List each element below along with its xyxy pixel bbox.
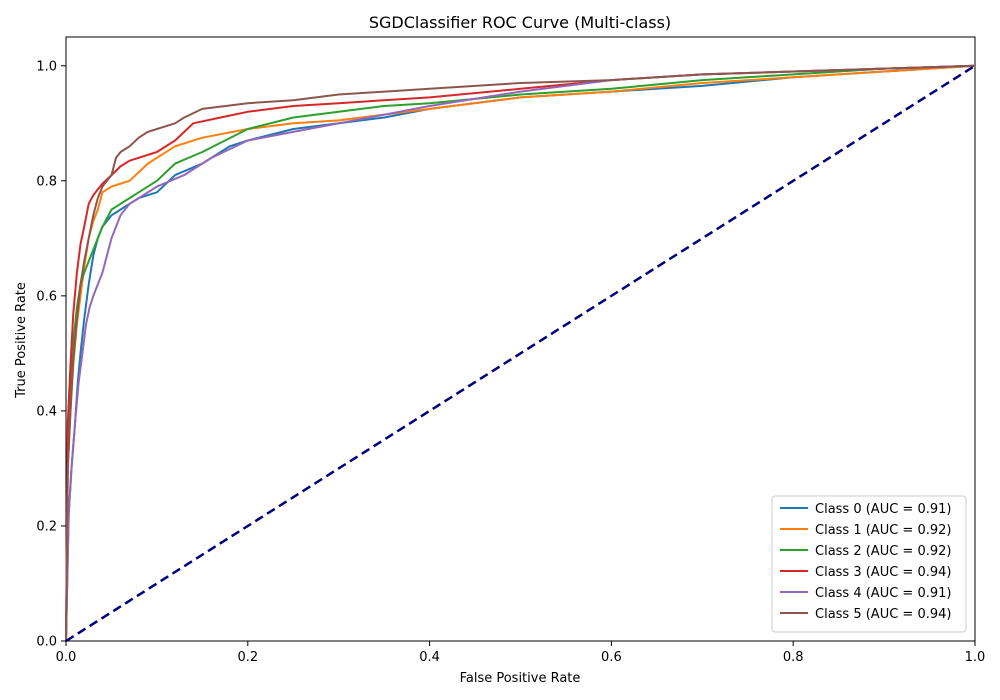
legend-entry: Class 0 (AUC = 0.91) bbox=[815, 502, 951, 517]
legend-entry: Class 1 (AUC = 0.92) bbox=[815, 523, 951, 538]
x-axis-ticks: 0.0 0.2 0.4 0.6 0.8 1.0 bbox=[56, 641, 986, 665]
legend-entry: Class 5 (AUC = 0.94) bbox=[815, 607, 951, 622]
legend: Class 0 (AUC = 0.91) Class 1 (AUC = 0.92)… bbox=[771, 495, 967, 633]
roc-curve-class-3 bbox=[65, 64, 976, 642]
x-tick-label: 0.4 bbox=[419, 650, 440, 665]
y-tick-label: 0.8 bbox=[36, 174, 57, 189]
chart-title: SGDClassifier ROC Curve (Multi-class) bbox=[369, 13, 671, 32]
x-tick-label: 0.6 bbox=[601, 650, 622, 665]
x-tick-label: 1.0 bbox=[965, 650, 986, 665]
legend-box bbox=[771, 495, 967, 633]
roc-curve-class-4 bbox=[65, 64, 976, 642]
legend-entry: Class 4 (AUC = 0.91) bbox=[815, 586, 951, 601]
x-axis-label: False Positive Rate bbox=[460, 671, 581, 686]
y-tick-label: 0.6 bbox=[36, 289, 57, 304]
x-tick-label: 0.0 bbox=[56, 650, 77, 665]
chance-diagonal-line bbox=[65, 64, 976, 643]
roc-curves bbox=[65, 64, 976, 643]
x-tick-label: 0.2 bbox=[237, 650, 258, 665]
roc-curve-class-5 bbox=[65, 64, 976, 642]
y-tick-label: 0.4 bbox=[36, 404, 57, 419]
y-tick-label: 0.2 bbox=[36, 519, 57, 534]
y-tick-label: 1.0 bbox=[36, 59, 57, 74]
x-tick-label: 0.8 bbox=[783, 650, 804, 665]
y-axis-ticks: 0.0 0.2 0.4 0.6 0.8 1.0 bbox=[36, 59, 66, 650]
legend-entry: Class 3 (AUC = 0.94) bbox=[815, 565, 951, 580]
y-axis-label: True Positive Rate bbox=[14, 282, 29, 399]
y-tick-label: 0.0 bbox=[36, 635, 57, 650]
legend-entry: Class 2 (AUC = 0.92) bbox=[815, 544, 951, 559]
